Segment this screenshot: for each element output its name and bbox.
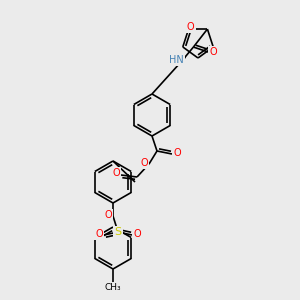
Text: O: O: [210, 47, 217, 57]
Text: HN: HN: [169, 55, 184, 65]
Text: O: O: [187, 22, 194, 32]
Text: O: O: [95, 229, 103, 239]
Text: O: O: [112, 168, 120, 178]
Text: O: O: [133, 229, 141, 239]
Text: O: O: [173, 148, 181, 158]
Text: O: O: [104, 210, 112, 220]
Text: O: O: [140, 158, 148, 168]
Text: S: S: [114, 227, 122, 237]
Text: CH₃: CH₃: [105, 284, 121, 292]
